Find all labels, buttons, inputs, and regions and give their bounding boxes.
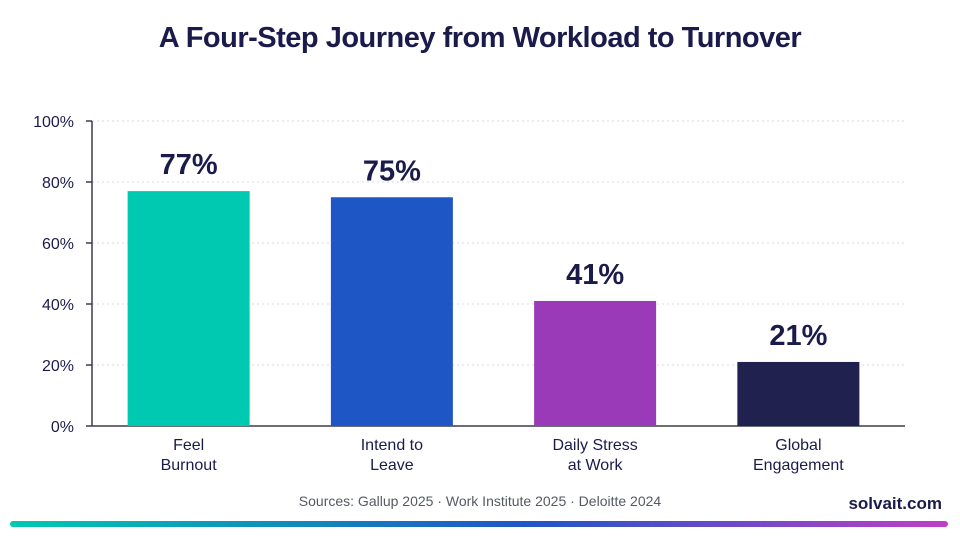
y-tick-label: 100%	[33, 114, 74, 131]
y-tick-label: 0%	[51, 419, 74, 436]
data-label: 21%	[769, 320, 827, 352]
data-label: 75%	[363, 155, 421, 187]
y-tick-labels: 0% 20% 40% 60% 80% 100%	[33, 114, 74, 436]
bars	[127, 191, 860, 426]
y-tick-label: 20%	[42, 358, 74, 375]
y-tick-label: 80%	[42, 175, 74, 192]
brand-link[interactable]: solvait.com	[848, 494, 942, 513]
data-label: 41%	[566, 259, 624, 291]
chart-title: A Four-Step Journey from Workload to Tur…	[158, 22, 802, 54]
bar	[737, 361, 860, 426]
footer-accent-bar	[10, 521, 948, 527]
bar	[127, 191, 250, 426]
y-tick-label: 40%	[42, 297, 74, 314]
x-tick-labels: Feel Burnout Intend to Leave Daily Stress at …	[161, 437, 845, 474]
bar	[330, 197, 453, 426]
x-tick-label: Daily Stress at Work	[552, 437, 637, 474]
bar	[534, 300, 657, 426]
x-tick-label: Intend to Leave	[361, 437, 423, 474]
bar-chart: 0% 20% 40% 60% 80% 100% 77% 75% 41% 21% Feel Burn…	[33, 114, 905, 474]
x-tick-label: Feel Burnout	[161, 437, 218, 474]
data-label: 77%	[160, 149, 218, 181]
data-labels: 77% 75% 41% 21%	[160, 149, 828, 352]
y-tick-label: 60%	[42, 236, 74, 253]
x-tick-label: Global Engagement	[753, 437, 844, 474]
sources-note: Sources: Gallup 2025 · Work Institute 20…	[298, 493, 662, 509]
